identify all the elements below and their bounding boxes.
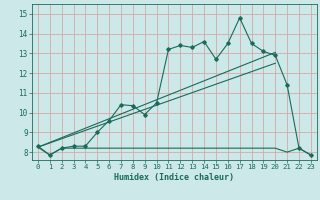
X-axis label: Humidex (Indice chaleur): Humidex (Indice chaleur) bbox=[115, 173, 234, 182]
